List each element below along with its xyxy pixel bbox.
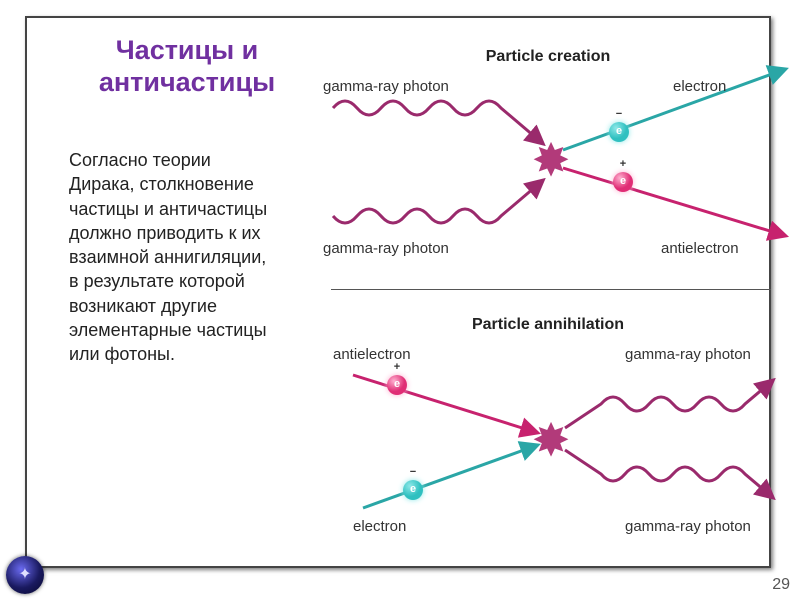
- collision-star-annihilation: ✸: [532, 417, 571, 463]
- label-gamma-top: gamma-ray photon: [323, 78, 449, 95]
- diagram-divider: [331, 289, 771, 290]
- label-gamma-bottom: gamma-ray photon: [323, 240, 449, 257]
- slide-logo-icon: [6, 556, 44, 594]
- slide-body-text: Согласно теории Дирака, столкновение час…: [69, 148, 269, 367]
- label-gamma-bottom-2: gamma-ray photon: [625, 518, 751, 535]
- electron-particle-icon: − e: [609, 122, 629, 142]
- electron-particle-icon-2: − e: [403, 480, 423, 500]
- positron-sign: +: [620, 158, 626, 170]
- label-gamma-top-2: gamma-ray photon: [625, 346, 751, 363]
- electron-letter: e: [616, 125, 622, 137]
- positron-letter-2: e: [394, 378, 400, 390]
- page-number: 29: [772, 576, 790, 594]
- electron-letter-2: e: [410, 483, 416, 495]
- label-antielectron: antielectron: [661, 240, 739, 257]
- slide-frame: Частицы и античастицы Согласно теории Ди…: [25, 16, 771, 568]
- diagram-svg: [313, 40, 783, 580]
- positron-particle-icon-2: + e: [387, 375, 407, 395]
- gamma-wave-out-top: [565, 382, 771, 428]
- positron-out-line: [563, 168, 783, 235]
- electron-sign: −: [616, 108, 622, 120]
- electron-in-line: [363, 446, 535, 508]
- gamma-wave-in-bottom: [333, 182, 541, 223]
- gamma-wave-out-bottom: [565, 450, 771, 496]
- collision-star-creation: ✸: [532, 137, 571, 183]
- electron-sign-2: −: [410, 466, 416, 478]
- diagram-title-creation: Particle creation: [313, 48, 783, 66]
- positron-letter: e: [620, 175, 626, 187]
- label-electron-2: electron: [353, 518, 406, 535]
- slide-title: Частицы и античастицы: [67, 34, 307, 99]
- label-antielectron-2: antielectron: [333, 346, 411, 363]
- positron-particle-icon: + e: [613, 172, 633, 192]
- positron-in-line: [353, 375, 535, 432]
- diagram-title-annihilation: Particle annihilation: [313, 316, 783, 334]
- gamma-wave-in-top: [333, 101, 541, 142]
- label-electron: electron: [673, 78, 726, 95]
- physics-diagram: ✸ ✸ − e + e + e − e Particle creation Pa…: [313, 40, 783, 580]
